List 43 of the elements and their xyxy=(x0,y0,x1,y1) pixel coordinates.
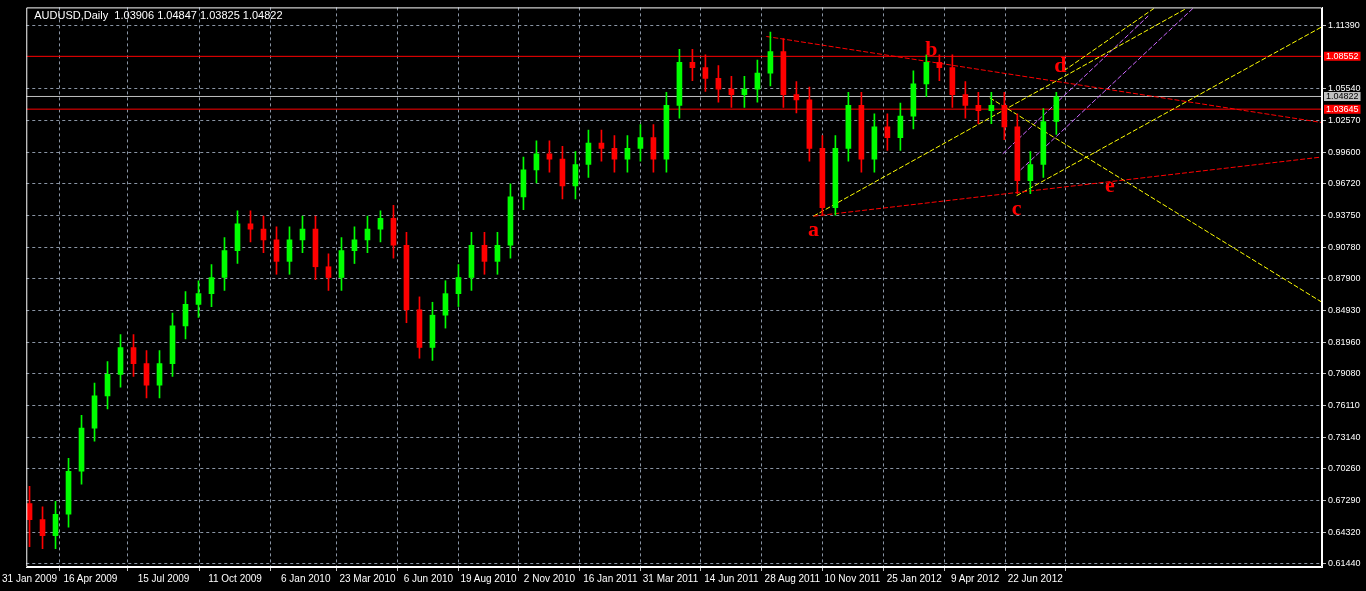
y-tick-label: 0.67290 xyxy=(1328,494,1361,505)
x-tick-label: 25 Jan 2012 xyxy=(886,572,943,584)
x-tick-label: 6 Jan 2010 xyxy=(280,572,331,584)
annotation: b xyxy=(925,35,938,61)
x-tick-label: 23 Mar 2010 xyxy=(339,572,396,584)
x-tick-label: 31 Jan 2009 xyxy=(2,572,58,584)
y-tick-label: 1.02570 xyxy=(1328,115,1361,126)
y-tick-label: 0.87900 xyxy=(1328,273,1361,284)
annotation: d xyxy=(1054,52,1067,78)
y-tick-label: 0.81960 xyxy=(1328,337,1361,347)
y-tick-label: 0.79080 xyxy=(1328,367,1361,378)
y-tick-label: 0.93750 xyxy=(1328,210,1361,221)
y-tick-label: 0.76110 xyxy=(1328,399,1360,410)
y-tick-label: 0.73140 xyxy=(1328,431,1361,442)
x-tick-label: 19 Aug 2010 xyxy=(460,572,518,584)
ref-line-label: 1.04822 xyxy=(1326,91,1359,102)
annotation: c xyxy=(1011,195,1022,221)
y-tick-label: 0.61440 xyxy=(1328,557,1361,568)
x-tick-label: 28 Aug 2011 xyxy=(764,572,821,584)
x-tick-label: 9 Apr 2012 xyxy=(950,572,1000,584)
annotation: a xyxy=(807,215,819,241)
y-tick-label: 0.84930 xyxy=(1328,305,1361,316)
x-tick-label: 22 Jun 2012 xyxy=(1007,572,1064,584)
ref-line-label: 1.08552 xyxy=(1326,51,1359,62)
x-tick-label: 11 Oct 2009 xyxy=(208,572,263,584)
x-tick-label: 31 Mar 2011 xyxy=(642,572,699,584)
x-tick-label: 15 Jul 2009 xyxy=(137,572,190,584)
y-tick-label: 0.96720 xyxy=(1328,178,1361,189)
y-tick-label: 0.64320 xyxy=(1328,526,1361,537)
y-tick-label: 0.90780 xyxy=(1328,242,1361,253)
y-tick-label: 1.11390 xyxy=(1328,20,1360,31)
x-tick-label: 16 Jan 2011 xyxy=(583,572,638,584)
x-tick-label: 6 Jun 2010 xyxy=(403,572,454,584)
y-tick-label: 0.99600 xyxy=(1328,147,1361,158)
ref-line-label: 1.03645 xyxy=(1326,104,1359,115)
x-tick-label: 16 Apr 2009 xyxy=(63,572,118,584)
y-tick-label: 1.05540 xyxy=(1328,83,1361,94)
x-tick-label: 10 Nov 2011 xyxy=(824,572,881,584)
x-tick-label: 2 Nov 2010 xyxy=(523,572,576,584)
chart-title: AUDUSD,Daily 1.03906 1.04847 1.03825 1.04822 xyxy=(34,9,283,22)
annotation: e xyxy=(1105,171,1116,197)
y-tick-label: 0.70260 xyxy=(1328,462,1361,473)
x-tick-label: 14 Jun 2011 xyxy=(704,572,759,584)
